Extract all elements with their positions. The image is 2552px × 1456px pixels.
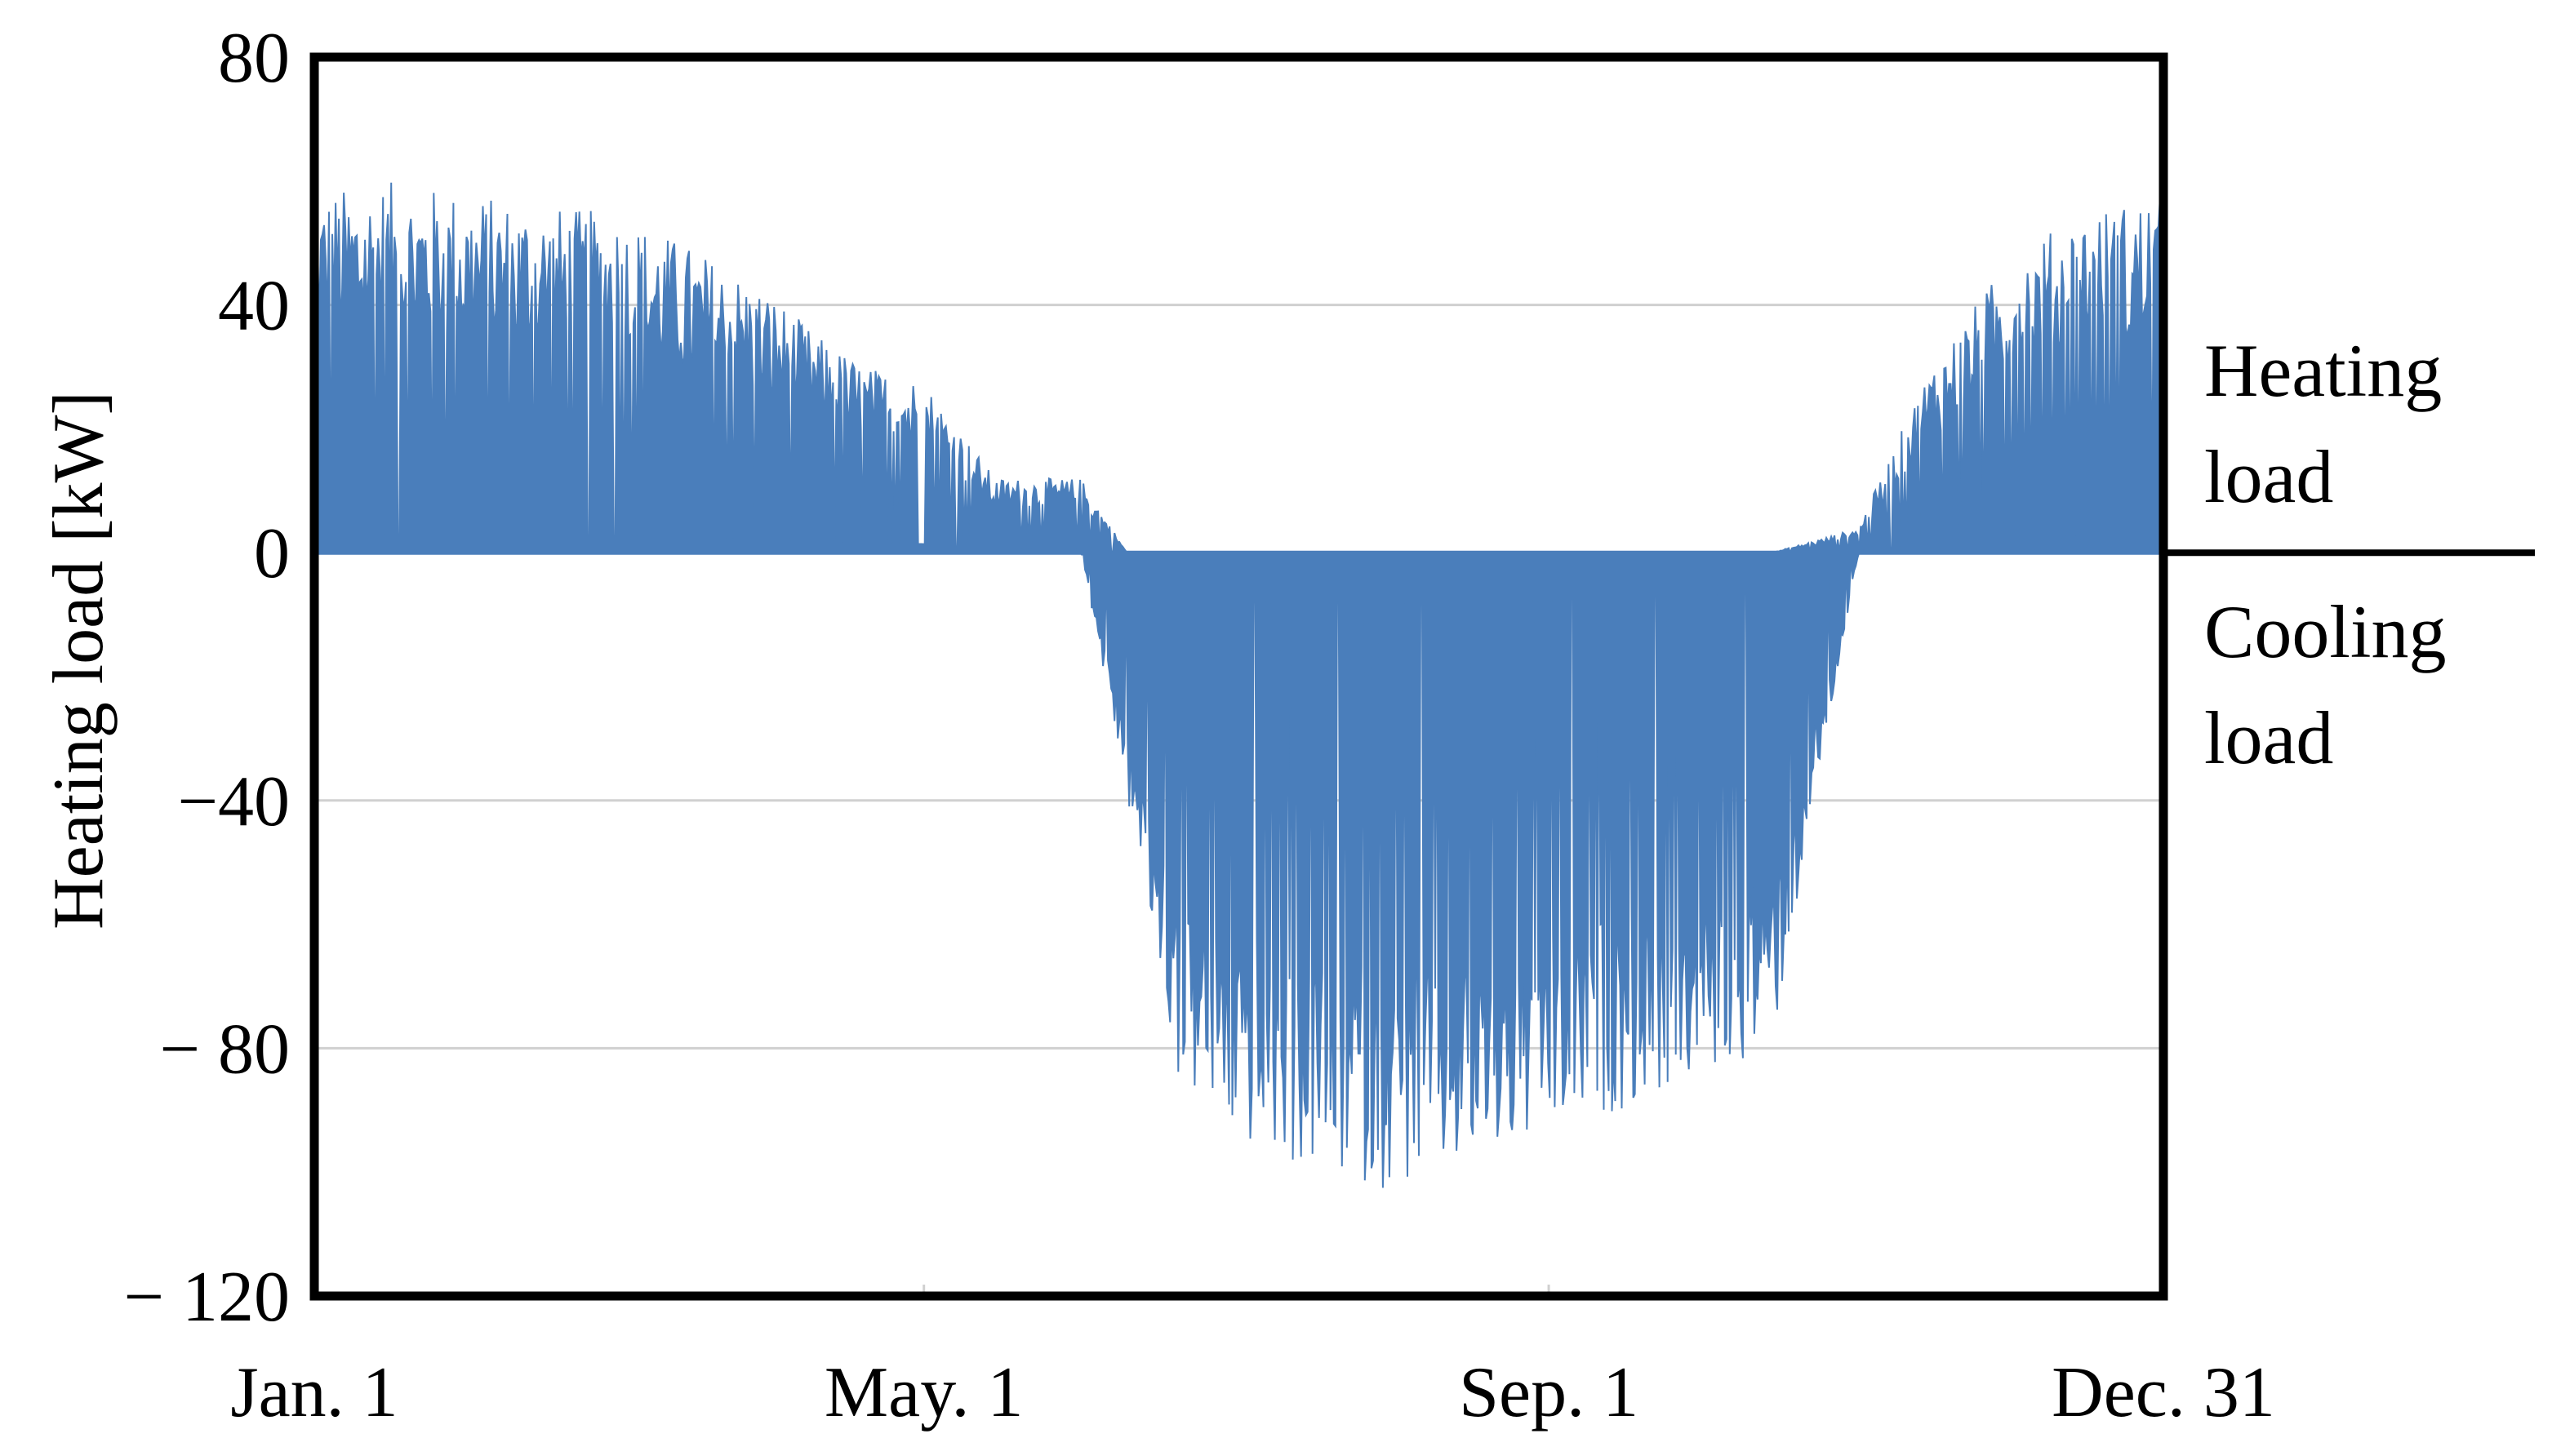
y-tick-label: 0 bbox=[254, 514, 290, 593]
load-series bbox=[313, 182, 2164, 1188]
y-tick-label: −40 bbox=[177, 762, 290, 841]
x-tick-label: May. 1 bbox=[825, 1353, 1024, 1432]
x-tick-label: Sep. 1 bbox=[1459, 1353, 1638, 1432]
x-tick-label: Dec. 31 bbox=[2052, 1353, 2275, 1432]
x-tick-labels: Jan. 1 May. 1 Sep. 1 Dec. 31 bbox=[230, 1353, 2274, 1432]
heating-load-label-line2: load bbox=[2204, 435, 2333, 518]
x-tick-label: Jan. 1 bbox=[230, 1353, 398, 1432]
y-tick-label: − 80 bbox=[159, 1010, 290, 1089]
y-tick-label: 40 bbox=[218, 267, 290, 346]
heating-load-area bbox=[313, 182, 2164, 555]
cooling-load-label-line2: load bbox=[2204, 696, 2333, 779]
cooling-load-label-line1: Cooling bbox=[2204, 590, 2446, 673]
plot-frame bbox=[309, 52, 2168, 1301]
y-tick-label: − 120 bbox=[123, 1258, 290, 1337]
y-tick-labels: 80 40 0 −40 − 80 − 120 bbox=[123, 19, 290, 1337]
heating-load-label-line1: Heating bbox=[2204, 329, 2442, 412]
y-tick-label: 80 bbox=[218, 19, 290, 98]
cooling-load-area bbox=[314, 552, 2163, 1188]
y-axis-title: Heating load [kW] bbox=[39, 391, 118, 930]
